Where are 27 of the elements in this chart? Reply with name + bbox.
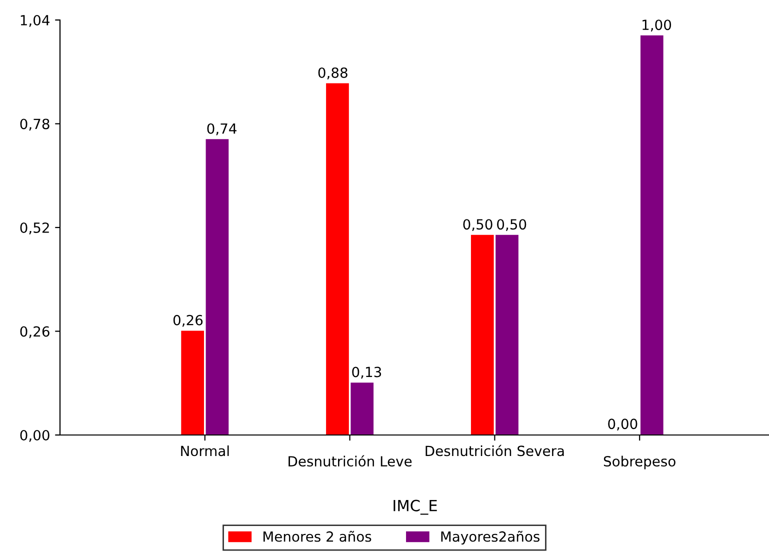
y-tick-label: 1,04 <box>20 14 50 27</box>
y-tick-label: 0,00 <box>20 430 50 442</box>
data-label: 0,50 <box>497 219 526 232</box>
bar <box>181 330 204 435</box>
bar <box>496 234 518 435</box>
data-label: 0,26 <box>173 314 203 327</box>
data-label: 0,13 <box>352 366 382 379</box>
y-tick-label: 0,78 <box>20 118 50 131</box>
data-label: 1,00 <box>642 20 672 32</box>
legend-label: Menores 2 años <box>264 530 372 542</box>
x-tick-label: Normal <box>181 445 229 456</box>
x-tick-label: Desnutrición Severa <box>426 444 564 456</box>
data-label: 0,88 <box>318 67 348 80</box>
bar <box>350 382 374 435</box>
x-tick-label: Desnutrición Leve <box>288 455 412 467</box>
data-label: 0,74 <box>207 123 236 136</box>
bar <box>326 83 349 435</box>
legend-label: Mayores2años <box>441 530 540 544</box>
bar <box>470 234 494 435</box>
y-tick-label: 0,26 <box>20 326 50 338</box>
bar <box>640 35 664 435</box>
x-tick-label: Sobrepeso <box>604 456 676 470</box>
bar <box>206 139 229 435</box>
data-label: 0,00 <box>608 418 638 431</box>
y-tick-label: 0,52 <box>20 222 49 234</box>
data-label: 0,50 <box>463 219 492 232</box>
x-axis-title: IMC_E <box>394 500 437 515</box>
